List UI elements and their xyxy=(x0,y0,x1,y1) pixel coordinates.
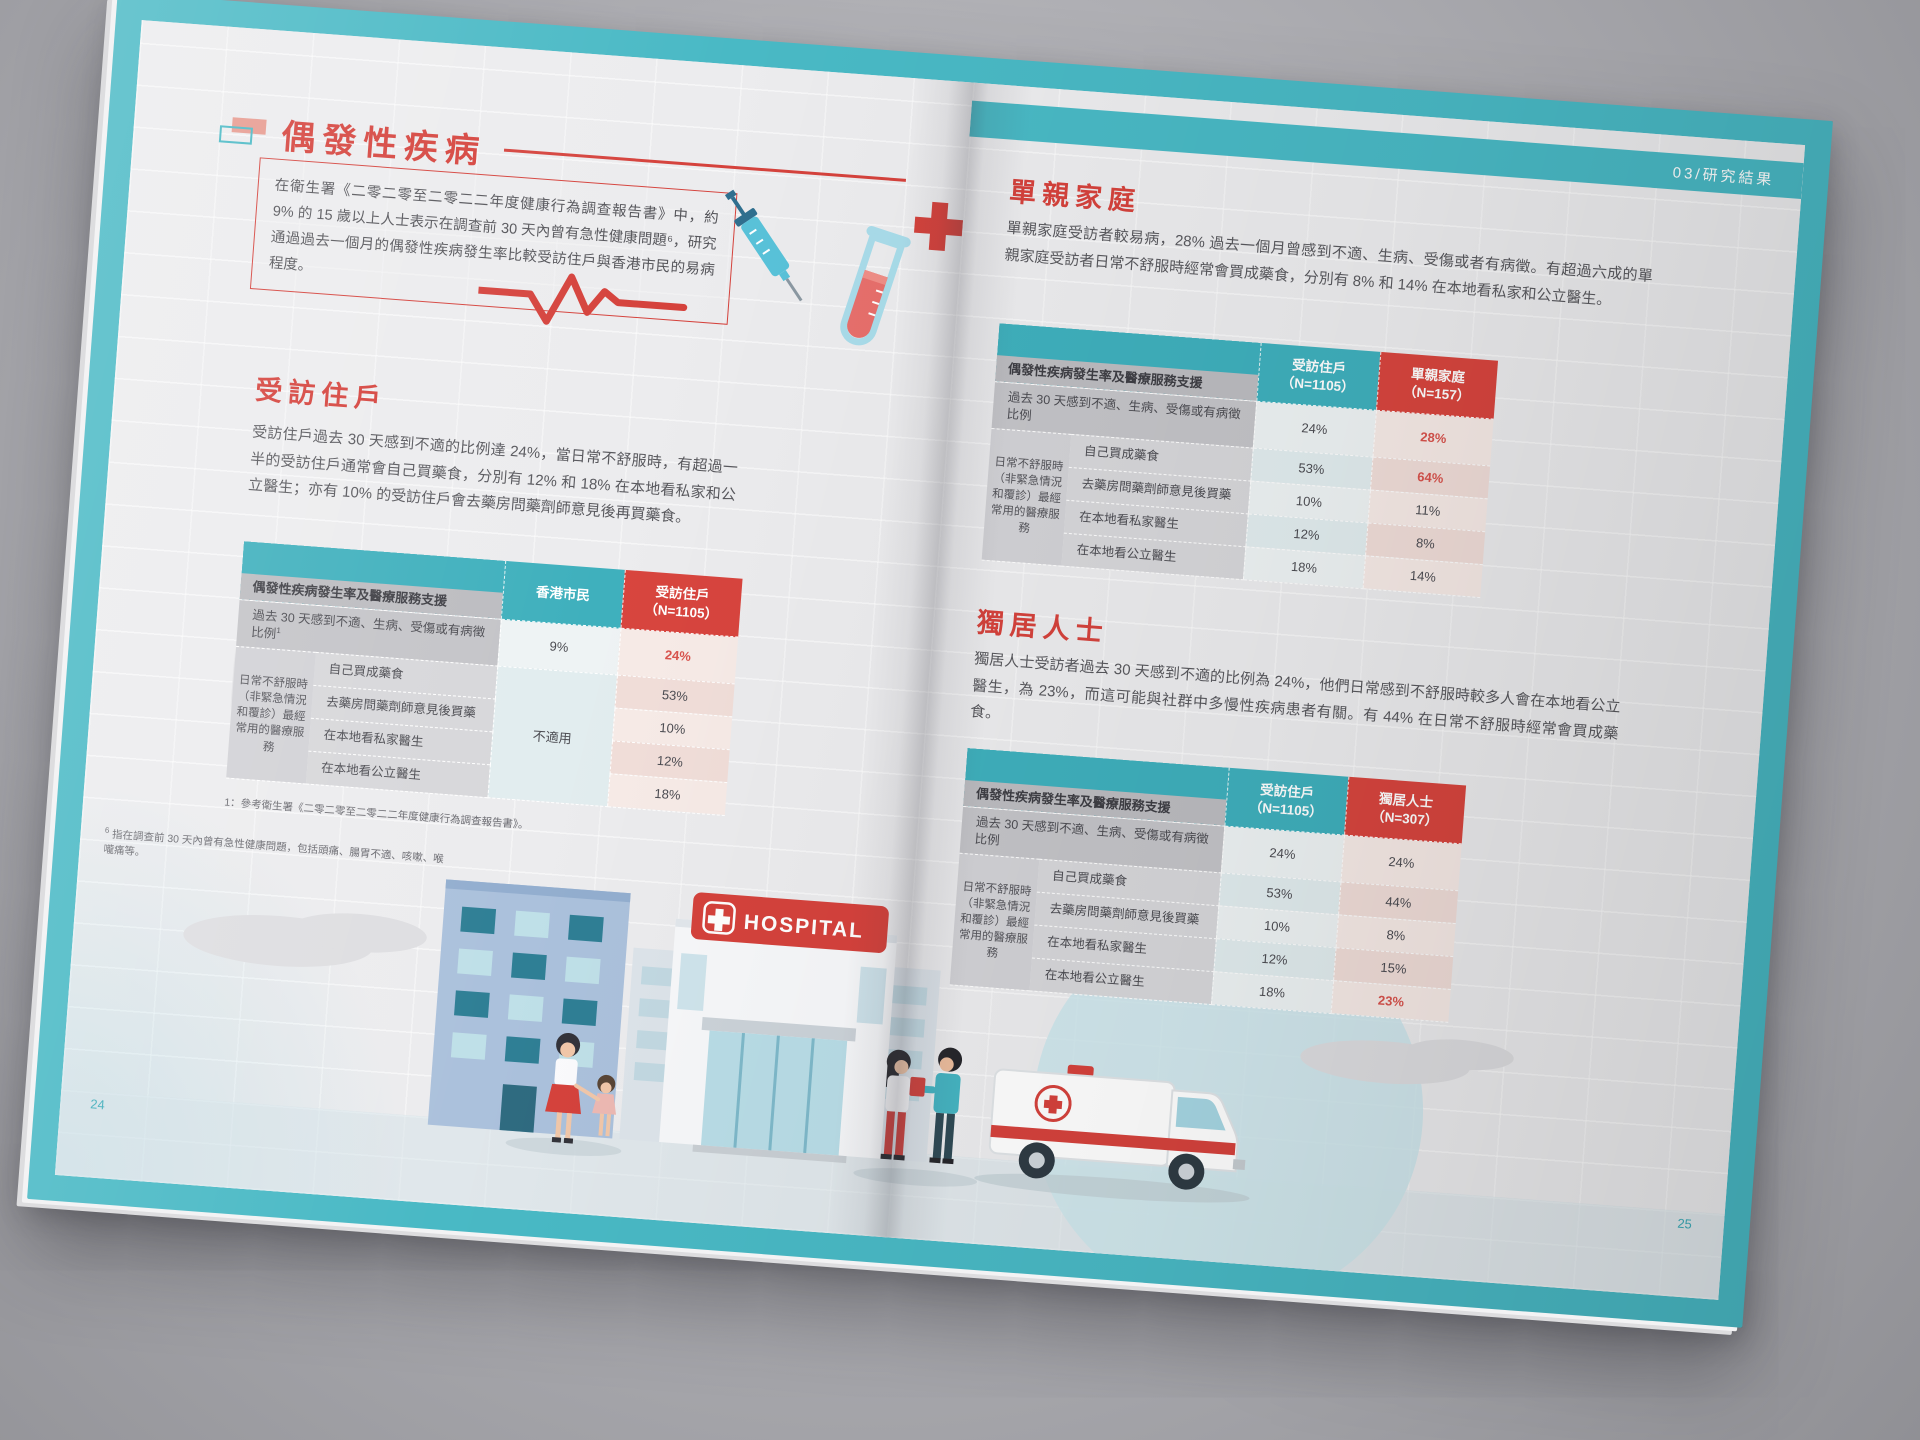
section-heading-living-alone: 獨居人士 xyxy=(975,607,1110,648)
table-households-vs-public: 偶發性疾病發生率及醫療服務支援 香港市民 受訪住戶 （N=1105） 過去 30 天感到… xyxy=(226,541,743,816)
syringe-icon xyxy=(724,189,803,302)
entrance-canopy xyxy=(701,1016,857,1042)
hospital-building: HOSPITAL xyxy=(619,892,941,1164)
value-cell: 不適用 xyxy=(487,665,618,807)
table-living-alone: 偶發性疾病發生率及醫療服務支援 受訪住戶 （N=1105） 獨居人士 （N=307） 過去… xyxy=(949,748,1467,1023)
mother-and-child xyxy=(505,1032,622,1156)
ambulance-stripe xyxy=(990,1124,1236,1156)
section-heading-households: 受訪住戶 xyxy=(254,374,389,415)
clipboard xyxy=(909,1076,926,1097)
background-circle xyxy=(1033,915,1424,1300)
stats-table: 偶發性疾病發生率及醫療服務支援 受訪住戶 （N=1105） 獨居人士 （N=307） 過去… xyxy=(949,748,1467,1023)
column-header-1: 受訪住戶 （N=1105） xyxy=(1256,342,1381,411)
ambulance xyxy=(974,1064,1250,1203)
row-group-label: 日常不舒服時（非緊急情況和覆診）最經常用的醫療服務 xyxy=(226,646,316,784)
column-header-2: 單親家庭 （N=157） xyxy=(1375,351,1499,420)
stats-table: 偶發性疾病發生率及醫療服務支援 香港市民 受訪住戶 （N=1105） 過去 30 天感到… xyxy=(226,541,743,816)
apartment-building xyxy=(427,879,631,1139)
test-tube-icon xyxy=(840,225,911,346)
hospital-sign: HOSPITAL xyxy=(690,892,889,953)
cloud-left-icon xyxy=(183,913,427,967)
medical-illustration xyxy=(724,189,964,346)
column-header-1: 受訪住戶 （N=1105） xyxy=(1224,767,1349,836)
sign-cross-frame xyxy=(702,901,736,935)
footnote-marker: 6 xyxy=(104,825,110,835)
column-header-1: 香港市民 xyxy=(500,560,625,629)
entrance-step xyxy=(692,1144,847,1164)
row-group-label: 日常不舒服時（非緊急情況和覆診）最經常用的醫療服務 xyxy=(949,853,1040,991)
red-cross-icon xyxy=(914,201,964,251)
chapter-marker-icon xyxy=(218,116,267,145)
page-left: 偶發性疾病 在衛生署《二零二零至二零二二年度健康行為調查報告書》中，約 9% 的… xyxy=(54,20,974,1238)
patient-and-doctor xyxy=(853,1047,977,1187)
page-number-right: 25 xyxy=(1676,1215,1693,1232)
heartbeat-line xyxy=(475,273,688,325)
magazine-spread: 偶發性疾病 在衛生署《二零二零至二零二二年度健康行為調查報告書》中，約 9% 的… xyxy=(27,0,1833,1328)
stats-table: 偶發性疾病發生率及醫療服務支援 受訪住戶 （N=1105） 單親家庭 （N=157） 過去… xyxy=(981,323,1499,598)
section-body-single-parent: 單親家庭受訪者較易病，28% 過去一個月曾感到不適、生病、受傷或者有病徵。有超過… xyxy=(1003,219,1654,309)
section-heading-single-parent: 單親家庭 xyxy=(1008,176,1143,217)
chapter-label: 03/研究結果 xyxy=(1672,163,1776,189)
column-header-2: 獨居人士 （N=307） xyxy=(1344,776,1467,844)
table-single-parent: 偶發性疾病發生率及醫療服務支援 受訪住戶 （N=1105） 單親家庭 （N=157） 過去… xyxy=(981,323,1499,598)
cloud-right-icon xyxy=(1300,1039,1514,1085)
windshield xyxy=(1175,1096,1226,1131)
marker-outline-rect xyxy=(218,124,254,145)
section-body-households: 受訪住戶過去 30 天感到不適的比例達 24%，當日常不舒服時，有超過一半的受訪… xyxy=(247,423,739,527)
sign-cross-icon xyxy=(707,908,731,932)
ambulance-cross-icon xyxy=(1043,1095,1063,1114)
page-number-left: 24 xyxy=(89,1096,106,1113)
pages: 偶發性疾病 在衛生署《二零二零至二零二二年度健康行為調查報告書》中，約 9% 的… xyxy=(54,20,1806,1300)
column-header-2: 受訪住戶 （N=1105） xyxy=(620,569,743,638)
hospital-scene-illustration: HOSPITAL xyxy=(54,879,1725,1300)
row-group-label: 日常不舒服時（非緊急情況和覆診）最經常用的醫療服務 xyxy=(981,428,1072,566)
